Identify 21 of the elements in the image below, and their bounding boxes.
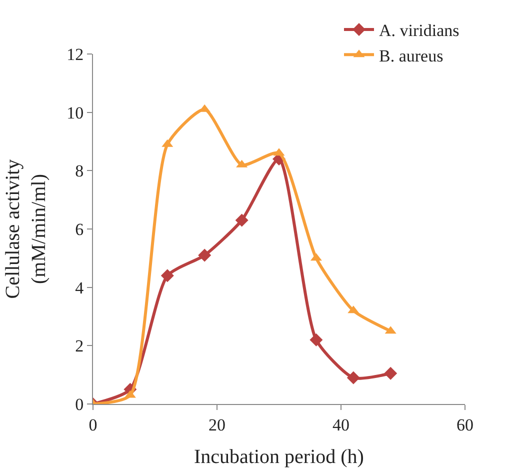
y-tick-label: 8 bbox=[75, 162, 84, 181]
y-tick-label: 6 bbox=[75, 220, 84, 239]
y-tick-label: 0 bbox=[75, 394, 84, 414]
point bbox=[346, 371, 360, 384]
y-tick-label: 12 bbox=[66, 44, 84, 64]
legend-label: A. viridians bbox=[379, 21, 460, 40]
point bbox=[310, 333, 323, 346]
x-tick-label: 0 bbox=[88, 415, 98, 434]
y-tick-label: 4 bbox=[75, 278, 84, 298]
y-tick-label: 2 bbox=[75, 336, 84, 356]
point bbox=[198, 248, 212, 262]
point bbox=[160, 269, 174, 282]
x-axis-title: Incubation period (h) bbox=[194, 446, 364, 468]
y-tick-label: 10 bbox=[66, 103, 84, 122]
x-tick-label: 20 bbox=[208, 415, 226, 434]
x-tick-label: 60 bbox=[456, 415, 474, 434]
point bbox=[384, 366, 398, 380]
point bbox=[235, 214, 248, 227]
x-tick-label: 40 bbox=[332, 415, 350, 434]
y-axis-title: Cellulase activity (mM/min/ml) bbox=[2, 159, 50, 299]
legend-label: B. aureus bbox=[379, 46, 444, 66]
